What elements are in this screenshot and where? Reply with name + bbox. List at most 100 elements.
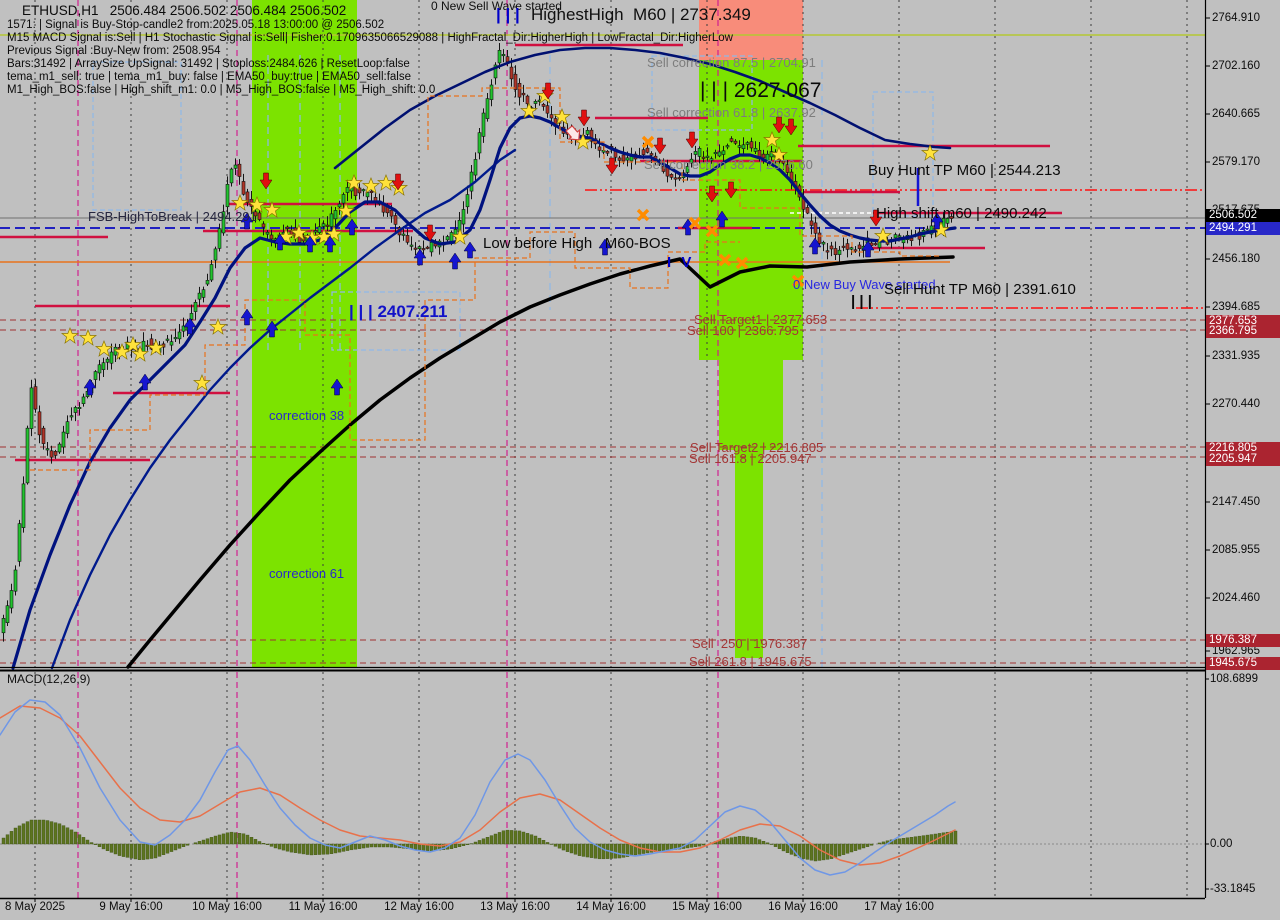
time-tick-label: 10 May 16:00 [192, 901, 262, 913]
buy-arrow-icon [448, 252, 462, 270]
buy-arrow-icon [240, 308, 254, 326]
time-tick-label: 17 May 16:00 [864, 901, 934, 913]
price-level-badge: 2205.947 [1206, 453, 1280, 466]
star-signal-icon [920, 144, 940, 161]
star-signal-icon [247, 196, 267, 213]
previous-signal-line: Previous Signal :Buy-New from: 2508.954 [7, 45, 221, 57]
sell-250-label: Sell 250 | 1976.387 [692, 636, 808, 651]
buy-arrow-icon [598, 238, 612, 256]
low-before-high-label: Low before High M60-BOS [483, 235, 671, 252]
star-signal-icon [450, 228, 470, 245]
hollow-arrow-icon [565, 124, 581, 141]
star-signal-icon [361, 177, 381, 194]
signal-line: 1571: | Signal is Buy-Stop-candle2 from:… [7, 19, 385, 31]
buy-arrow-icon [808, 237, 822, 255]
buy-arrow-icon [861, 240, 875, 258]
sell-arrow-icon [705, 185, 719, 203]
star-signal-icon [60, 327, 80, 344]
time-tick-label: 14 May 16:00 [576, 901, 646, 913]
time-tick-label: 11 May 16:00 [288, 901, 358, 913]
star-signal-icon [344, 174, 364, 191]
macd-tick-label: 108.6899 [1210, 673, 1258, 685]
star-signal-icon [519, 102, 539, 119]
buy-arrow-icon [323, 235, 337, 253]
bars-stoploss-line: Bars:31492 | ArraySize UpSignal: 31492 |… [7, 58, 410, 70]
exit-cross-icon [641, 135, 655, 149]
price-level-badge: 2377.653 [1206, 315, 1280, 328]
buy-arrow-icon [273, 233, 287, 251]
sell-arrow-icon [605, 157, 619, 175]
new-buy-wave-label: 0 New Buy Wave started [793, 277, 936, 292]
price-tick-label: 2085.955 [1212, 544, 1260, 556]
sell-hunt-bars: | | | [851, 293, 872, 310]
price-level-badge: 1976.387 [1206, 634, 1280, 647]
sell-correction-618: Sell correction 61.8 | 2637.92 [647, 105, 816, 120]
high-shift-label: High shift m60 | 2490.242 [876, 205, 1047, 222]
price-tick-label: 2270.440 [1212, 398, 1260, 410]
bos-shift-line: M1_High_BOS:false | High_shift_m1: 0.0 |… [7, 84, 436, 96]
time-tick-label: 12 May 16:00 [384, 901, 454, 913]
highest-high-label: HighestHigh M60 | 2737.349 [531, 5, 751, 24]
symbol-ohlc-line: ETHUSD,H1 2506.484 2506.502 2506.484 250… [22, 3, 347, 18]
sell-correction-382: Sell correction 38.2 | 2576.60 [644, 157, 813, 172]
sell-target1-label: Sell Target1 | 2377.653 [694, 312, 828, 327]
time-tick-label: 9 May 16:00 [99, 901, 163, 913]
macd-tick-label: -33.1845 [1210, 883, 1256, 895]
buy-arrow-icon [463, 241, 477, 259]
price-tick-label: 2394.685 [1212, 301, 1260, 313]
buy-arrow-icon [413, 248, 427, 266]
price-tick-label: 2024.460 [1212, 592, 1260, 604]
price-tick-label: 1962.965 [1212, 645, 1260, 657]
sell-arrow-icon [869, 209, 883, 227]
sell-arrow-icon [784, 118, 798, 136]
buy-arrow-icon [330, 378, 344, 396]
star-signal-icon [289, 224, 309, 241]
price-level-badge: 2366.795 [1206, 325, 1280, 338]
buy-arrow-icon [240, 212, 254, 230]
time-tick-label: 13 May 16:00 [480, 901, 550, 913]
time-tick-label: 8 May 2025 [4, 901, 66, 913]
sell-arrow-icon [391, 173, 405, 191]
buy-arrow-icon [183, 317, 197, 335]
buy-arrow-icon [345, 218, 359, 236]
star-signal-icon [78, 329, 98, 346]
sell-target2-label: Sell Target2 | 2216.805 [690, 440, 824, 455]
price-tick-label: 2640.665 [1212, 108, 1260, 120]
sell-arrow-icon [724, 181, 738, 199]
new-sell-wave-label: 0 New Sell Wave started [431, 0, 562, 13]
sell-arrow-icon [423, 224, 437, 242]
exit-cross-icon [705, 224, 719, 238]
correction-61-label: correction 61 [269, 566, 345, 581]
buy-arrow-icon [715, 210, 729, 228]
macd-indicator-label: MACD(12,26,9) [7, 672, 91, 686]
buy-arrow-icon [681, 218, 695, 236]
wave-iv-mark: I V [667, 254, 695, 271]
level-2627: | | | 2627.067 [700, 79, 822, 102]
level-2407: | | | 2407.211 [349, 302, 448, 321]
time-tick-label: 15 May 16:00 [672, 901, 742, 913]
sell-hunt-tp-label: Sell Hunt TP M60 | 2391.610 [884, 281, 1076, 298]
star-signal-icon [762, 131, 782, 148]
sell-arrow-icon [259, 172, 273, 190]
sell-1618-label: Sell 161.8 | 2205.947 [689, 451, 812, 466]
sell-arrow-icon [685, 131, 699, 149]
star-signal-icon [208, 318, 228, 335]
buy-arrow-icon [930, 212, 944, 230]
sell-100-label: Sell 100 | 2366.795 [687, 323, 799, 338]
price-level-badge: 1945.675 [1206, 657, 1280, 670]
star-signal-icon [130, 345, 150, 362]
buy-arrow-icon [138, 373, 152, 391]
price-level-badge: 2216.805 [1206, 442, 1280, 455]
macd-tick-label: 0.00 [1210, 838, 1233, 850]
star-signal-icon [146, 339, 166, 356]
time-tick-label: 16 May 16:00 [768, 901, 838, 913]
price-tick-label: 2331.935 [1212, 350, 1260, 362]
tema-ema-line: tema_m1_sell: true | tema_m1_buy: false … [7, 71, 411, 83]
exit-cross-icon [735, 256, 749, 270]
star-signal-icon [262, 201, 282, 218]
buy-arrow-icon [265, 320, 279, 338]
star-signal-icon [192, 374, 212, 391]
sell-arrow-icon [772, 116, 786, 134]
